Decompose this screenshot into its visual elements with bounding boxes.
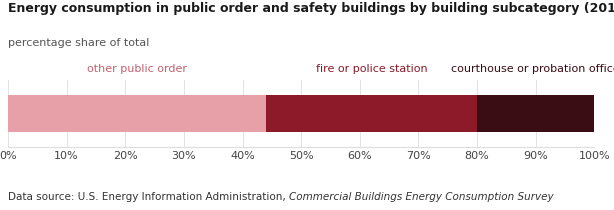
Text: Energy consumption in public order and safety buildings by building subcategory : Energy consumption in public order and s… [8, 2, 614, 15]
Text: courthouse or probation office: courthouse or probation office [451, 63, 614, 73]
Bar [8, 95, 266, 132]
Text: other public order: other public order [87, 63, 187, 73]
Text: fire or police station: fire or police station [316, 63, 427, 73]
Bar [266, 95, 477, 132]
Text: Data source: U.S. Energy Information Administration,: Data source: U.S. Energy Information Adm… [8, 192, 289, 202]
Text: percentage share of total: percentage share of total [8, 38, 149, 48]
Bar [477, 95, 594, 132]
Text: Commercial Buildings Energy Consumption Survey: Commercial Buildings Energy Consumption … [289, 192, 554, 202]
